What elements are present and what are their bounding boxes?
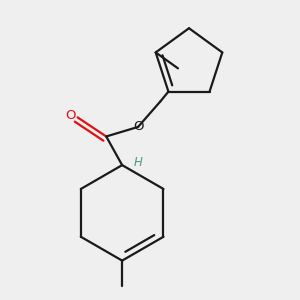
Text: H: H xyxy=(134,156,142,169)
Text: O: O xyxy=(65,109,76,122)
Text: O: O xyxy=(134,120,144,133)
